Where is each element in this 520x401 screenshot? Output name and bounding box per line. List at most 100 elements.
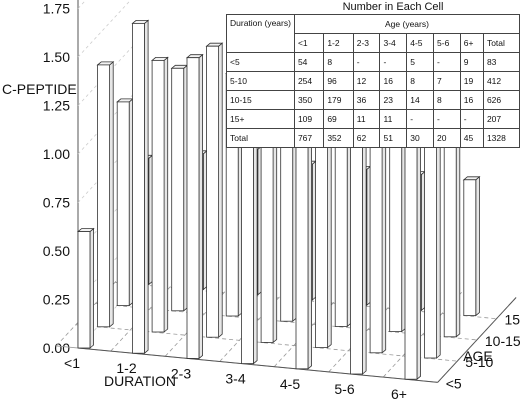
table-column-header: 5-6 [433, 33, 461, 53]
table-age-header: Age (years) [293, 14, 520, 34]
x-tick-label: 6+ [391, 386, 407, 401]
table-cell: 16 [459, 90, 484, 110]
count-table-title: Number in Each Cell [342, 1, 444, 13]
z-tick-label: 5-10 [465, 354, 493, 370]
table-row-label: 10-15 [226, 90, 295, 110]
table-cell: 30 [406, 128, 435, 148]
table-column-header: 1-2 [323, 33, 354, 53]
table-cell: 350 [293, 90, 325, 110]
bar-side [198, 53, 204, 360]
y-tick-label: 0.50 [43, 243, 70, 259]
table-cell: 19 [459, 71, 484, 91]
y-tick-label: 1.50 [43, 49, 70, 65]
table-duration-header: Duration (years) [226, 14, 295, 53]
x-tick-label: <1 [64, 355, 80, 371]
bar [132, 22, 145, 354]
bar [171, 67, 185, 312]
table-cell: 45 [459, 128, 484, 148]
bar [186, 57, 200, 359]
count-table: Number in Each Cell Duration (years) Age … [226, 0, 520, 148]
y-tick-label: 1.75 [43, 1, 70, 17]
bar [116, 101, 130, 306]
bar [389, 127, 403, 332]
bar-side [218, 42, 223, 339]
table-row-label: <5 [226, 52, 295, 72]
bar [151, 60, 165, 333]
bar-side [109, 61, 114, 328]
table-cell: - [433, 52, 461, 72]
table-cell: 626 [482, 90, 520, 110]
table-column-header: <1 [293, 33, 325, 53]
table-row-label: Total [226, 128, 295, 148]
table-row: 15+ 109 69 11 11- - -207 [226, 109, 520, 129]
table-cell: 179 [323, 90, 354, 110]
table-cell: 767 [293, 128, 325, 148]
z-axis-line [437, 297, 517, 383]
table-cell: 207 [482, 109, 520, 129]
x-tick-label: 1-2 [116, 360, 136, 376]
table-cell: 16 [379, 71, 408, 91]
table-column-header: 3-4 [379, 33, 408, 53]
floor-gridline-duration [164, 271, 244, 357]
y-axis-label: C-PEPTIDE [2, 81, 77, 97]
table-row: <5 54 8- -5-9 83 [226, 52, 520, 72]
bar [97, 64, 110, 328]
table-cell: 11 [379, 109, 408, 129]
table-cell: 69 [323, 109, 354, 129]
x-tick-label: 5-6 [334, 381, 354, 397]
table-cell: 62 [352, 128, 381, 148]
table-cell: - [459, 109, 484, 129]
z-tick-label: 10-15 [485, 333, 520, 349]
z-tick-label: 15+ [505, 312, 520, 328]
table-column-header: 4-5 [406, 33, 435, 53]
count-table-grid: Duration (years) Age (years) <1 1-2 2-3 3-4 4-… [226, 14, 520, 148]
x-tick-label: 2-3 [171, 365, 191, 381]
y-tick-label: 0.75 [43, 195, 70, 211]
table-cell: - [379, 52, 408, 72]
bar-side [475, 175, 480, 317]
y-gridline-side [77, 0, 132, 58]
floor-gridline-duration [110, 266, 190, 352]
table-cell: - [406, 109, 435, 129]
table-cell: 23 [379, 90, 408, 110]
y-tick-label: 1.00 [43, 146, 70, 162]
table-cell: 11 [352, 109, 381, 129]
table-row-label: 15+ [226, 109, 295, 129]
table-cell: 109 [293, 109, 325, 129]
table-cell: 36 [352, 90, 381, 110]
table-cell: 96 [323, 71, 354, 91]
x-tick-label: 4-5 [280, 376, 300, 392]
bar-side [89, 227, 94, 349]
bar [463, 179, 477, 317]
table-row: Total 767 352 62 51 30 20 45 1328 [226, 128, 520, 148]
table-cell: 8 [433, 90, 461, 110]
table-cell: 14 [406, 90, 435, 110]
floor-gridline-duration [328, 286, 408, 373]
table-cell: 83 [482, 52, 520, 72]
bar-side [144, 19, 149, 355]
table-cell: 12 [352, 71, 381, 91]
z-axis-label: AGE [463, 348, 493, 364]
table-row: 5-10 254 96 12 16 8 7 19 412 [226, 71, 520, 91]
table-cell: 1328 [482, 128, 520, 148]
table-row: 10-15 350 179 36 23 14 8 16 626 [226, 90, 520, 110]
y-gridline-side [77, 0, 87, 9]
floor-gridline-duration [382, 292, 462, 378]
table-cell: 9 [459, 52, 484, 72]
table-cell: - [433, 109, 461, 129]
bar [77, 231, 91, 349]
x-tick-label: 3-4 [225, 371, 245, 387]
table-cell: 7 [433, 71, 461, 91]
table-cell: 20 [433, 128, 461, 148]
table-column-header: Total [482, 33, 520, 53]
x-axis-label: DURATION [104, 373, 176, 389]
table-cell: 254 [293, 71, 325, 91]
y-tick-label: 0.25 [43, 292, 70, 308]
table-cell: 5 [406, 52, 435, 72]
table-cell: 8 [406, 71, 435, 91]
table-column-header: 6+ [459, 33, 484, 53]
floor-gridline-duration [55, 260, 135, 347]
bar [206, 45, 220, 338]
table-column-header: 2-3 [352, 33, 381, 53]
